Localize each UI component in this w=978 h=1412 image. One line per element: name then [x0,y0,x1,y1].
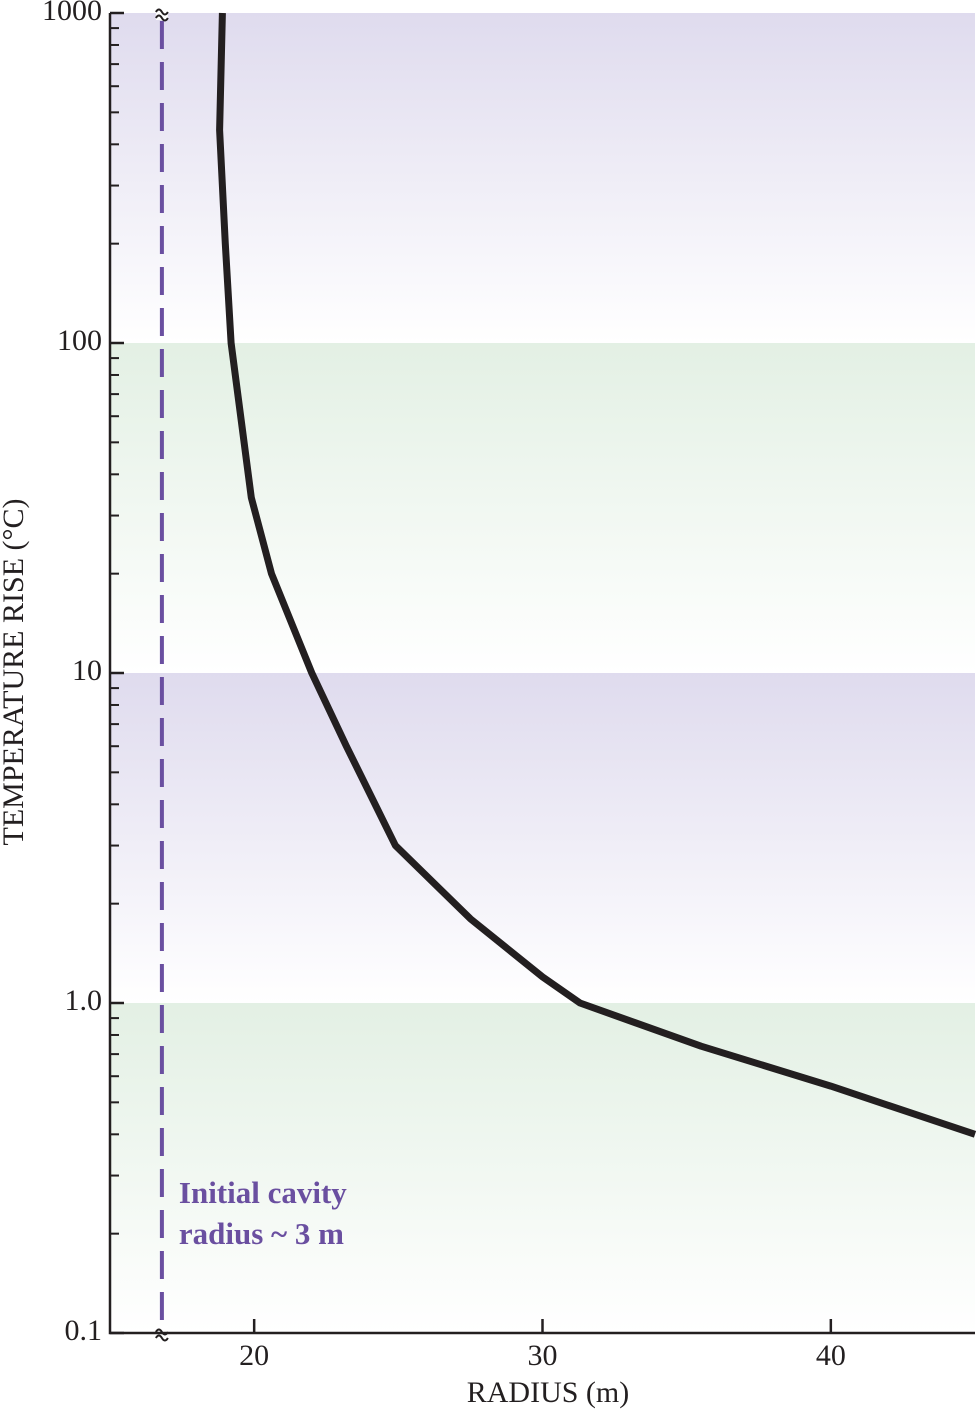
axis-break [155,14,169,22]
band [110,1003,975,1333]
y-axis-label: TEMPERATURE RISE (°C) [0,498,30,845]
y-tick-label: 100 [57,324,102,357]
x-tick-label: 20 [239,1339,269,1372]
band [110,13,975,343]
y-tick-label: 0.1 [65,1314,103,1347]
x-tick-label: 30 [528,1339,558,1372]
axis-break [155,8,169,16]
y-tick-label: 10 [72,654,102,687]
x-axis-label: RADIUS (m) [467,1376,630,1409]
data-line [216,12,977,1138]
y-tick-label: 1000 [42,0,102,27]
y-tick-label: 1.0 [65,984,103,1017]
axes [108,13,975,1335]
x-tick-label: 40 [816,1339,846,1372]
annotation: Initial cavity [179,1175,347,1210]
axis-break [155,1334,169,1342]
band [110,673,975,1003]
annotation: radius ~ 3 m [179,1216,344,1251]
